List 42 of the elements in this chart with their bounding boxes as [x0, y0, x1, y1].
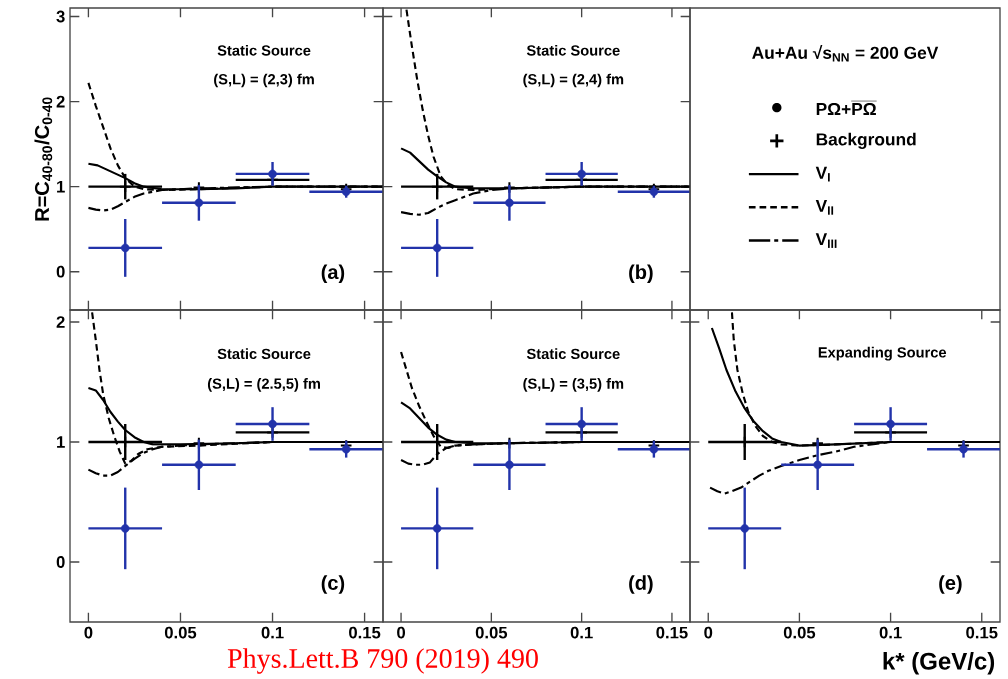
- annotation: (S,L) = (2,4) fm: [523, 73, 624, 88]
- annotation: Expanding Source: [818, 346, 947, 361]
- x-tick-label: 0: [397, 626, 406, 639]
- x-tick-label: 0.1: [879, 626, 902, 639]
- x-tick-label: 0.15: [656, 626, 688, 639]
- x-tick-label: 0.05: [475, 626, 508, 639]
- x-tick-label: 0.15: [349, 626, 381, 639]
- x-axis-title: k* (GeV/c): [883, 652, 995, 675]
- y-tick-label: 0: [56, 265, 65, 278]
- annotation: (c): [321, 575, 345, 594]
- x-tick-label: 0.1: [570, 626, 593, 639]
- y-tick-label: 1: [57, 436, 65, 448]
- text: Au+Au √s$_{NN}$ = 200 GeV: [752, 45, 939, 62]
- text: V$_{I}$: [815, 166, 830, 182]
- annotation: (S,L) = (2.5,5) fm: [207, 378, 320, 392]
- y-tick-label: 1: [57, 181, 65, 193]
- annotation: (b): [629, 264, 653, 284]
- annotation: Static Source: [217, 348, 311, 360]
- annotation: (a): [321, 264, 345, 284]
- annotation: Static Source: [217, 44, 311, 56]
- annotation: Static Source: [526, 44, 620, 56]
- annotation: Static Source: [526, 348, 620, 360]
- x-tick-label: 0.05: [783, 626, 816, 639]
- y-axis-title: R=C$_{40-80}$/C$_{0-40}$: [34, 97, 53, 221]
- y-tick-label: 2: [56, 95, 65, 108]
- text: $\mbox{\bfseries PΩ+}\overline{\mbox{\bfseries PΩ}}$: [816, 101, 877, 116]
- annotation: (S,L) = (2,3) fm: [214, 73, 314, 88]
- text: V$_{III}$: [815, 233, 837, 248]
- x-tick-label: 0: [704, 626, 713, 639]
- annotation: (d): [629, 575, 653, 594]
- annotation: (e): [939, 575, 962, 594]
- x-tick-label: 0.1: [261, 626, 284, 639]
- annotation: (S,L) = (3,5) fm: [523, 378, 624, 392]
- y-tick-label: 3: [56, 10, 65, 23]
- x-tick-label: 0.15: [966, 626, 998, 639]
- y-tick-label: 2: [56, 316, 65, 328]
- text: V$_{II}$: [815, 200, 834, 215]
- text: Background: [816, 132, 916, 150]
- text: Phys.Lett.B 790 (2019) 490: [227, 648, 538, 674]
- y-tick-label: 0: [56, 556, 65, 568]
- x-tick-label: 0.05: [164, 626, 197, 639]
- x-tick-label: 0: [84, 626, 93, 639]
